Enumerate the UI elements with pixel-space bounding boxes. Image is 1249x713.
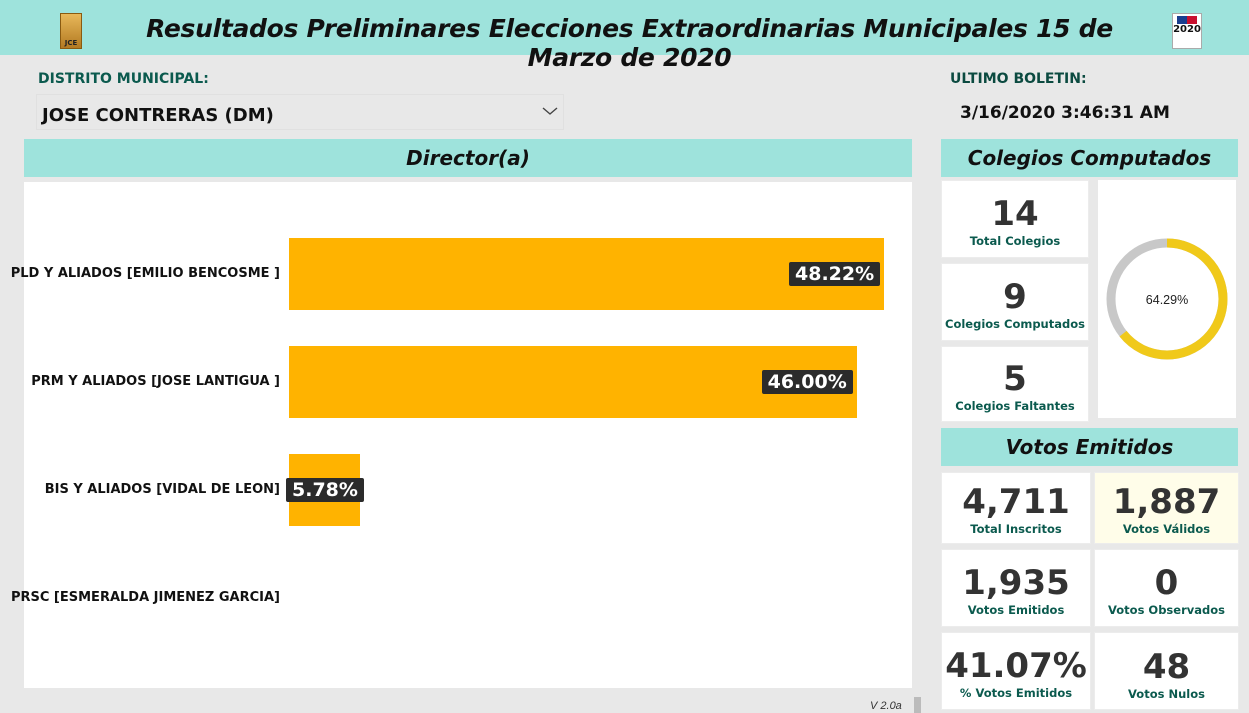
colegios-faltantes-caption: Colegios Faltantes — [955, 399, 1075, 413]
chart-value-label: 48.22% — [789, 262, 881, 286]
votos-emitidos-value: 1,935 — [962, 563, 1070, 603]
district-label: DISTRITO MUNICIPAL: — [38, 71, 209, 87]
total-colegios-card: 14 Total Colegios — [941, 180, 1089, 258]
chart-bar — [289, 238, 884, 310]
votos-observados-caption: Votos Observados — [1108, 603, 1225, 617]
votos-emitidos-card: 1,935 Votos Emitidos — [941, 549, 1091, 627]
version-label: V 2.0a — [870, 700, 902, 712]
colegios-faltantes-card: 5 Colegios Faltantes — [941, 346, 1089, 422]
district-selected-value: JOSE CONTRERAS (DM) — [42, 105, 274, 126]
votos-validos-value: 1,887 — [1112, 482, 1221, 522]
district-dropdown[interactable]: JOSE CONTRERAS (DM) — [36, 94, 564, 130]
total-inscritos-value: 4,711 — [962, 482, 1070, 522]
chart-category-label: PRSC [ESMERALDA JIMENEZ GARCIA] — [10, 590, 280, 605]
scrollbar-thumb[interactable] — [914, 697, 921, 713]
chart-value-label: 5.78% — [286, 478, 364, 502]
votos-nulos-caption: Votos Nulos — [1128, 687, 1205, 701]
elections-2020-logo: 2020 — [1172, 13, 1202, 49]
votos-validos-caption: Votos Válidos — [1122, 522, 1211, 536]
chart-category-label: PLD Y ALIADOS [EMILIO BENCOSME ] — [10, 266, 280, 281]
chart-category-label: BIS Y ALIADOS [VIDAL DE LEON] — [44, 482, 280, 497]
flag-icon — [1177, 16, 1197, 24]
pct-votos-emitidos-value: 41.07% — [945, 646, 1087, 686]
elections-logo-year: 2020 — [1173, 24, 1201, 35]
jce-logo: JCE — [60, 13, 82, 49]
total-inscritos-caption: Total Inscritos — [970, 522, 1062, 536]
colegios-section-header: Colegios Computados — [941, 139, 1238, 177]
chart-bar-row: PRSC [ESMERALDA JIMENEZ GARCIA] — [11, 562, 912, 634]
chart-category-label: PRM Y ALIADOS [JOSE LANTIGUA ] — [31, 374, 280, 389]
chevron-down-icon[interactable] — [541, 102, 559, 120]
colegios-computados-value: 9 — [1003, 277, 1027, 317]
votos-emitidos-caption: Votos Emitidos — [967, 603, 1065, 617]
votos-observados-card: 0 Votos Observados — [1094, 549, 1239, 627]
chart-bar-row: PRM Y ALIADOS [JOSE LANTIGUA ] 46.00% — [24, 346, 912, 418]
chart-bar-row: PLD Y ALIADOS [EMILIO BENCOSME ] 48.22% — [11, 238, 912, 310]
votos-validos-card: 1,887 Votos Válidos — [1094, 472, 1239, 544]
header-bar: JCE Resultados Preliminares Elecciones E… — [0, 0, 1249, 72]
colegios-donut-chart: 64.29% — [1106, 238, 1228, 360]
chart-section-header: Director(a) — [24, 139, 912, 177]
votos-section-header: Votos Emitidos — [941, 428, 1238, 466]
votos-nulos-card: 48 Votos Nulos — [1094, 632, 1239, 710]
colegios-donut-card: 64.29% — [1098, 180, 1236, 418]
votos-nulos-value: 48 — [1142, 647, 1191, 687]
colegios-computados-caption: Colegios Computados — [945, 317, 1085, 331]
boletin-label: ULTIMO BOLETIN: — [950, 71, 1087, 87]
votos-observados-value: 0 — [1154, 563, 1179, 603]
donut-percent-label: 64.29% — [1146, 293, 1188, 307]
results-bar-chart: PLD Y ALIADOS [EMILIO BENCOSME ] 48.22% PR… — [11, 182, 912, 688]
total-inscritos-card: 4,711 Total Inscritos — [941, 472, 1091, 544]
total-colegios-value: 14 — [991, 194, 1039, 234]
pct-votos-emitidos-caption: % Votos Emitidos — [959, 686, 1073, 700]
colegios-faltantes-value: 5 — [1003, 359, 1027, 399]
colegios-computados-card: 9 Colegios Computados — [941, 263, 1089, 341]
pct-votos-emitidos-card: 41.07% % Votos Emitidos — [941, 632, 1091, 710]
jce-logo-text: JCE — [64, 39, 78, 47]
page-title: Resultados Preliminares Elecciones Extra… — [146, 14, 1113, 72]
chart-value-label: 46.00% — [761, 370, 853, 394]
total-colegios-caption: Total Colegios — [969, 234, 1061, 248]
boletin-timestamp: 3/16/2020 3:46:31 AM — [960, 103, 1170, 123]
donut-progress — [1106, 238, 1228, 360]
chart-bar-row: BIS Y ALIADOS [VIDAL DE LEON] 5.78% — [24, 454, 912, 526]
